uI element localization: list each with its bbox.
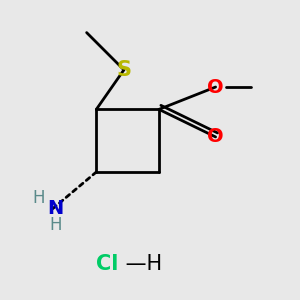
Text: H: H (33, 189, 45, 207)
Text: Cl: Cl (96, 254, 119, 274)
Text: O: O (207, 77, 224, 97)
Text: —H: —H (119, 254, 162, 274)
Text: S: S (116, 60, 131, 80)
Text: N: N (47, 199, 64, 218)
Text: O: O (207, 128, 224, 146)
Text: H: H (49, 216, 62, 234)
